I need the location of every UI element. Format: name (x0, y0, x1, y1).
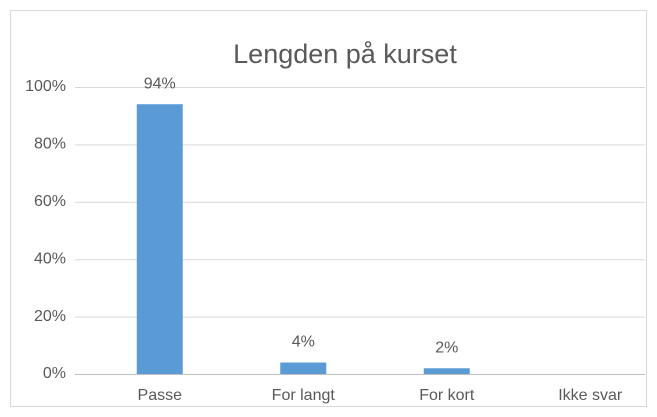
y-tick-label: 80% (34, 136, 66, 153)
data-label: 94% (144, 75, 176, 92)
chart-title: Lengden på kurset (233, 39, 457, 69)
y-tick-label: 60% (34, 193, 66, 210)
y-tick-label: 0% (43, 365, 66, 382)
y-tick-label: 100% (25, 78, 66, 95)
y-tick-label: 40% (34, 250, 66, 267)
data-label: 4% (292, 334, 315, 351)
x-tick-label: Ikke svar (558, 387, 623, 404)
data-label: 2% (435, 339, 458, 356)
x-tick-label: Passe (138, 387, 183, 404)
y-tick-label: 20% (34, 308, 66, 325)
x-tick-label: For kort (419, 387, 475, 404)
x-tick-label: For langt (272, 387, 336, 404)
bar (423, 368, 470, 374)
chart-border (10, 10, 647, 407)
bar (136, 104, 183, 374)
bar (280, 362, 327, 374)
